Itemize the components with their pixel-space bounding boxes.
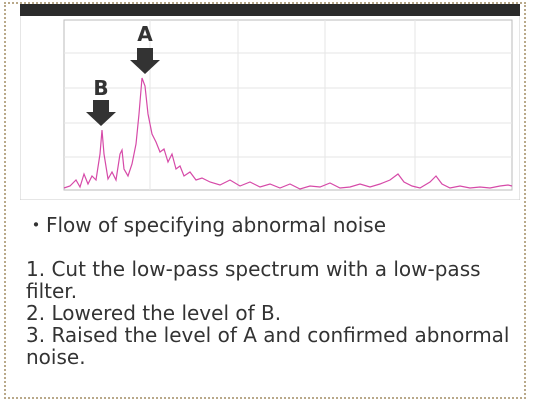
arrow-b — [86, 100, 116, 126]
text-block: ・Flow of specifying abnormal noise 1. Cu… — [26, 214, 521, 368]
title-bar — [20, 4, 520, 16]
step: 1. Cut the low-pass spectrum with a low-… — [26, 257, 481, 303]
arrow-a — [130, 48, 160, 74]
label-a: A — [137, 22, 153, 46]
label-b: B — [93, 76, 108, 100]
spectrum-screenshot: B A — [20, 4, 520, 200]
spectrum-line — [63, 77, 513, 190]
heading: ・Flow of specifying abnormal noise — [26, 213, 387, 237]
plot-area — [63, 19, 513, 191]
step: 3. Raised the level of A and confirmed a… — [26, 323, 510, 369]
step: 2. Lowered the level of B. — [26, 301, 282, 325]
slide-frame — [4, 2, 526, 399]
